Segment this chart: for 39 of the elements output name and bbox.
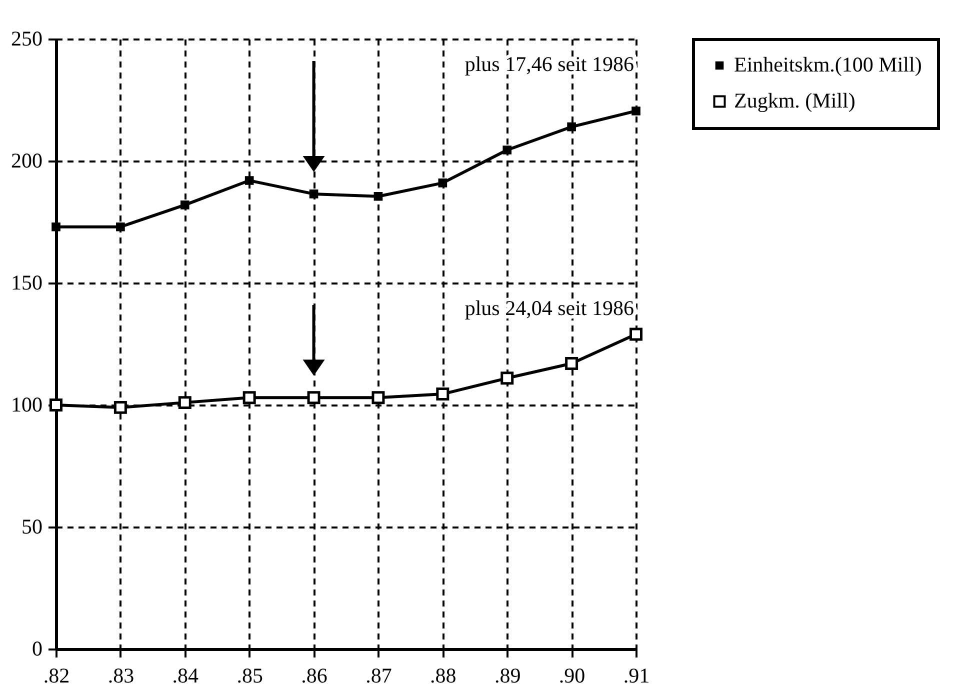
point — [500, 372, 514, 385]
point — [242, 391, 256, 404]
legend-label: Zugkm. (Mill) — [734, 88, 856, 112]
y-tick-label: 150 — [11, 270, 42, 294]
point — [307, 391, 320, 404]
point — [438, 178, 448, 188]
point — [372, 391, 385, 404]
x-tick-label: .89 — [494, 664, 521, 688]
x-tick-label: .83 — [108, 664, 134, 688]
y-tick-label: 100 — [11, 392, 42, 416]
point — [565, 357, 578, 370]
y-tick-label: 250 — [11, 26, 42, 50]
point — [374, 192, 383, 201]
y-tick-label: 200 — [11, 148, 42, 172]
point — [309, 190, 318, 198]
point — [567, 122, 576, 132]
x-tick-label: .84 — [172, 664, 200, 688]
point — [630, 328, 642, 341]
y-tick-label: 0 — [32, 636, 42, 660]
x-tick-label: .82 — [43, 664, 70, 688]
point — [180, 200, 190, 210]
point — [244, 176, 254, 185]
y-tick-label: 50 — [22, 514, 42, 538]
x-tick-label: .90 — [558, 664, 586, 688]
point — [116, 222, 125, 232]
annotation: plus 24,04 seit 1986 — [464, 296, 634, 320]
x-tick-label: .91 — [623, 664, 650, 688]
x-tick-label: .86 — [301, 664, 328, 688]
x-tick-label: .85 — [236, 664, 263, 688]
annotation: plus 17,46 seit 1986 — [464, 52, 634, 76]
point — [52, 222, 60, 232]
point — [114, 400, 127, 414]
point — [436, 388, 450, 401]
x-tick-label: .88 — [430, 664, 456, 688]
legend-label: Einheitskm.(100 Mill) — [734, 52, 922, 76]
point — [178, 396, 192, 410]
x-tick-label: .87 — [366, 664, 392, 688]
point — [502, 146, 512, 154]
point — [632, 106, 640, 116]
